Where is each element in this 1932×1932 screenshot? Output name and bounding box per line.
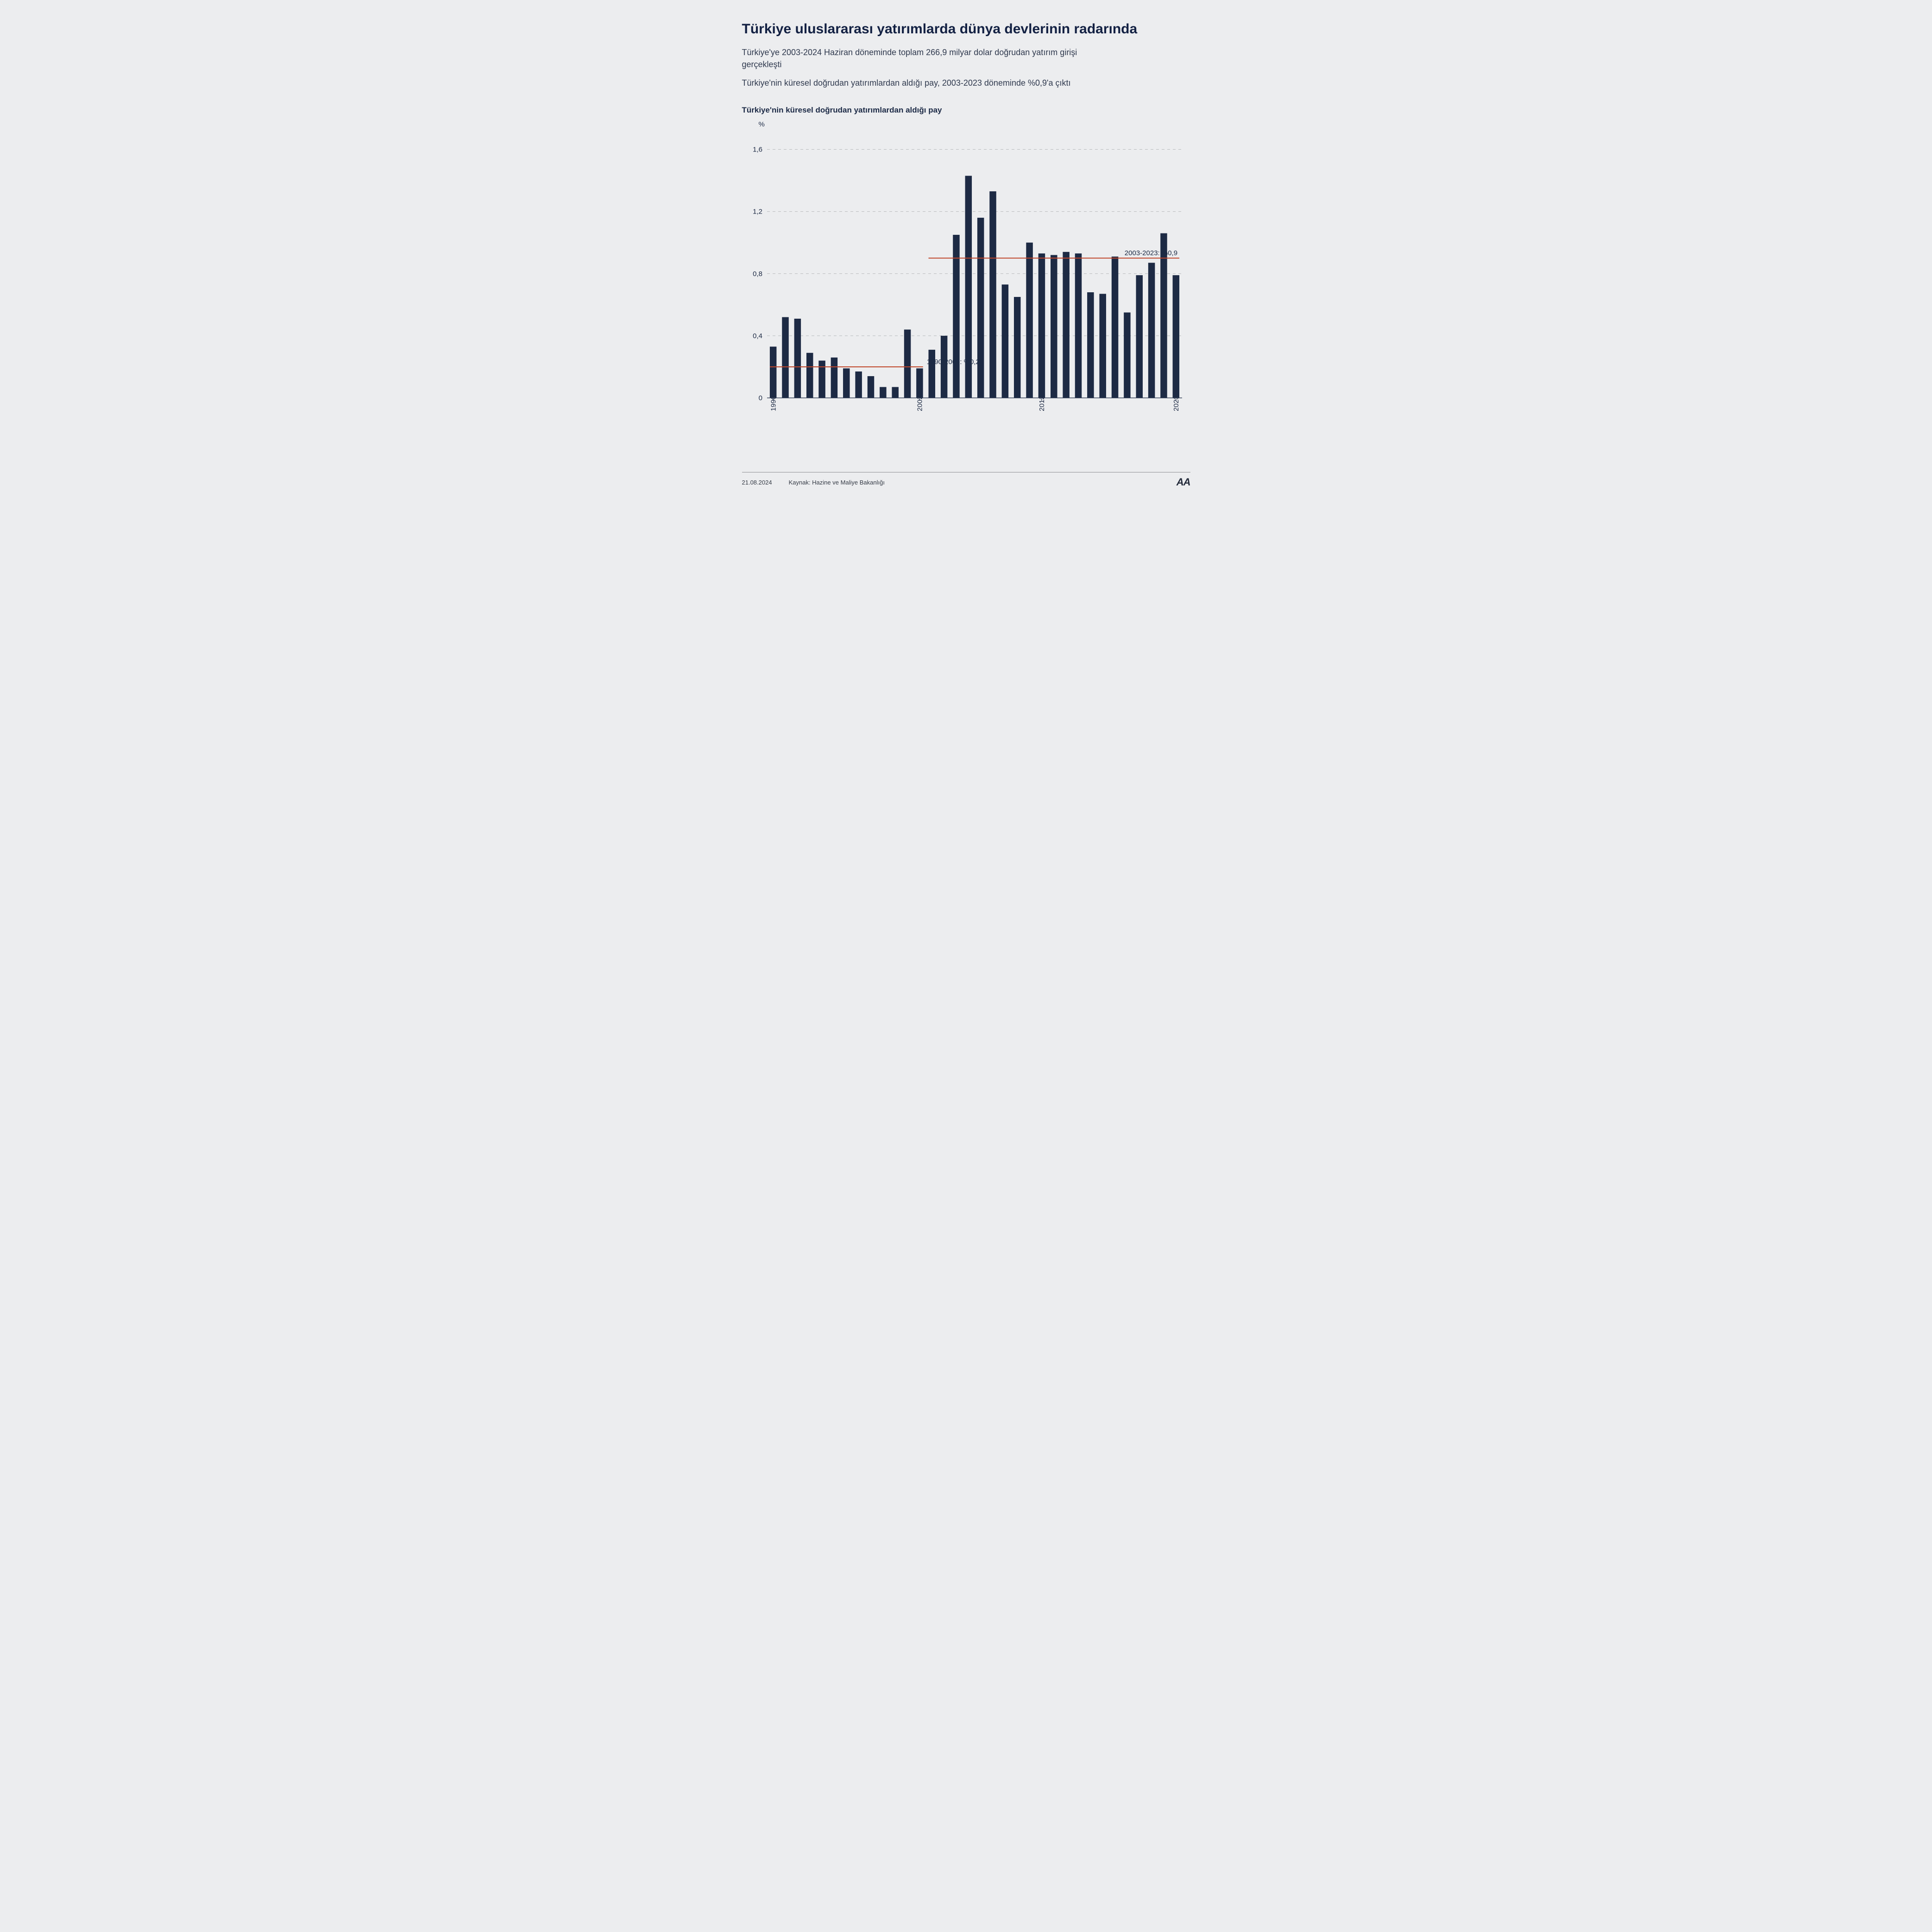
bar xyxy=(1026,242,1032,397)
bar xyxy=(782,317,788,397)
headline: Türkiye uluslararası yatırımlarda dünya … xyxy=(742,20,1190,38)
footer-date: 21.08.2024 xyxy=(742,479,772,486)
y-tick-label: 1,2 xyxy=(753,208,762,215)
y-tick-label: 0,4 xyxy=(753,332,762,340)
y-tick-label: 0 xyxy=(758,394,762,402)
bar xyxy=(1136,275,1142,398)
bar xyxy=(880,387,886,397)
bar xyxy=(1038,253,1045,398)
x-tick-label: 2002 xyxy=(916,396,924,411)
average-label: 1990-2002: %0,2 xyxy=(926,358,979,366)
bar xyxy=(904,329,910,398)
chart-block: Türkiye'nin küresel doğrudan yatırımlard… xyxy=(742,106,1190,426)
bar xyxy=(831,358,837,398)
bar xyxy=(928,350,935,398)
bar xyxy=(818,360,825,397)
bar xyxy=(1063,252,1069,398)
bar xyxy=(1075,253,1081,398)
bar xyxy=(867,376,874,398)
x-tick-label: 1990 xyxy=(769,396,777,411)
bar xyxy=(1013,297,1020,398)
footer: 21.08.2024 Kaynak: Hazine ve Maliye Baka… xyxy=(742,472,1190,488)
bar xyxy=(977,218,983,398)
lede-1: Türkiye'ye 2003-2024 Haziran döneminde t… xyxy=(742,46,1094,70)
average-label: 2003-2023: %0,9 xyxy=(1124,249,1177,257)
lede-2: Türkiye'nin küresel doğrudan yatırımlard… xyxy=(742,77,1094,89)
bar xyxy=(916,368,923,398)
bar xyxy=(806,353,812,398)
x-tick-label: 2023 xyxy=(1172,396,1180,411)
bar xyxy=(892,387,898,397)
chart-unit-label: % xyxy=(759,120,1190,128)
bar xyxy=(1099,294,1106,398)
bar xyxy=(953,235,959,398)
bar xyxy=(769,346,776,398)
agency-logo: AA xyxy=(1177,476,1190,488)
bar xyxy=(794,319,800,398)
x-tick-label: 2012 xyxy=(1038,396,1046,411)
y-tick-label: 1,6 xyxy=(753,145,762,153)
bar xyxy=(940,336,947,398)
bar xyxy=(1124,312,1130,397)
bar xyxy=(843,368,850,398)
bar xyxy=(1087,292,1094,398)
bar xyxy=(989,191,996,398)
bar xyxy=(1051,255,1057,397)
bar xyxy=(855,371,862,398)
bar-chart: 0 0,4 0,8 1,2 1,6 1990-2002: %0,2 2003-2023: %… xyxy=(742,129,1187,426)
bar xyxy=(1001,284,1008,398)
bar xyxy=(1148,263,1154,398)
bar xyxy=(1172,275,1179,398)
y-tick-label: 0,8 xyxy=(753,270,762,278)
infographic-page: Türkiye uluslararası yatırımlarda dünya … xyxy=(716,0,1216,500)
footer-source: Kaynak: Hazine ve Maliye Bakanlığı xyxy=(789,479,885,486)
bar xyxy=(1111,257,1118,398)
chart-title: Türkiye'nin küresel doğrudan yatırımlard… xyxy=(742,106,1190,115)
